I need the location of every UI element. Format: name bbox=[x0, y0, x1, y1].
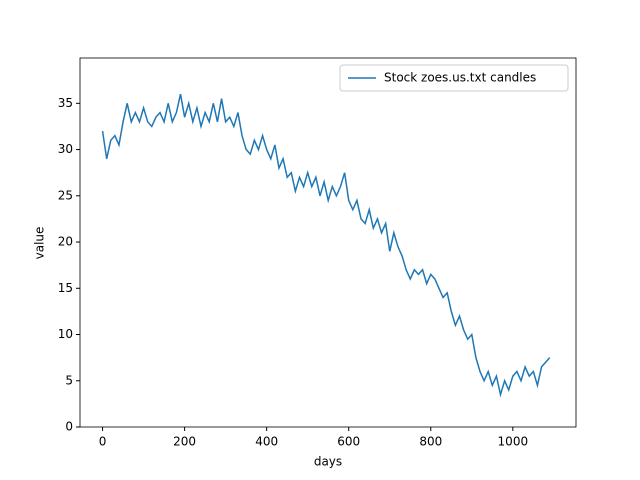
y-tick-label: 10 bbox=[58, 327, 73, 341]
y-axis-label: value bbox=[33, 227, 47, 260]
y-tick-label: 35 bbox=[58, 96, 73, 110]
x-tick-label: 800 bbox=[419, 435, 442, 449]
line-series bbox=[101, 93, 551, 398]
x-tick-label: 200 bbox=[173, 435, 196, 449]
x-tick-label: 600 bbox=[337, 435, 360, 449]
y-tick-label: 15 bbox=[58, 281, 73, 295]
x-axis-label: days bbox=[314, 455, 342, 469]
x-tick-label: 0 bbox=[99, 435, 107, 449]
y-tick-label: 30 bbox=[58, 142, 73, 156]
y-tick-label: 25 bbox=[58, 188, 73, 202]
x-tick-label: 400 bbox=[255, 435, 278, 449]
y-tick-label: 20 bbox=[58, 235, 73, 249]
y-tick-label: 0 bbox=[65, 420, 73, 434]
plot-frame bbox=[79, 57, 577, 428]
x-tick-label: 1000 bbox=[498, 435, 529, 449]
legend-box bbox=[339, 64, 569, 92]
y-tick-label: 5 bbox=[65, 373, 73, 387]
legend-label: Stock zoes.us.txt candles bbox=[384, 71, 536, 85]
